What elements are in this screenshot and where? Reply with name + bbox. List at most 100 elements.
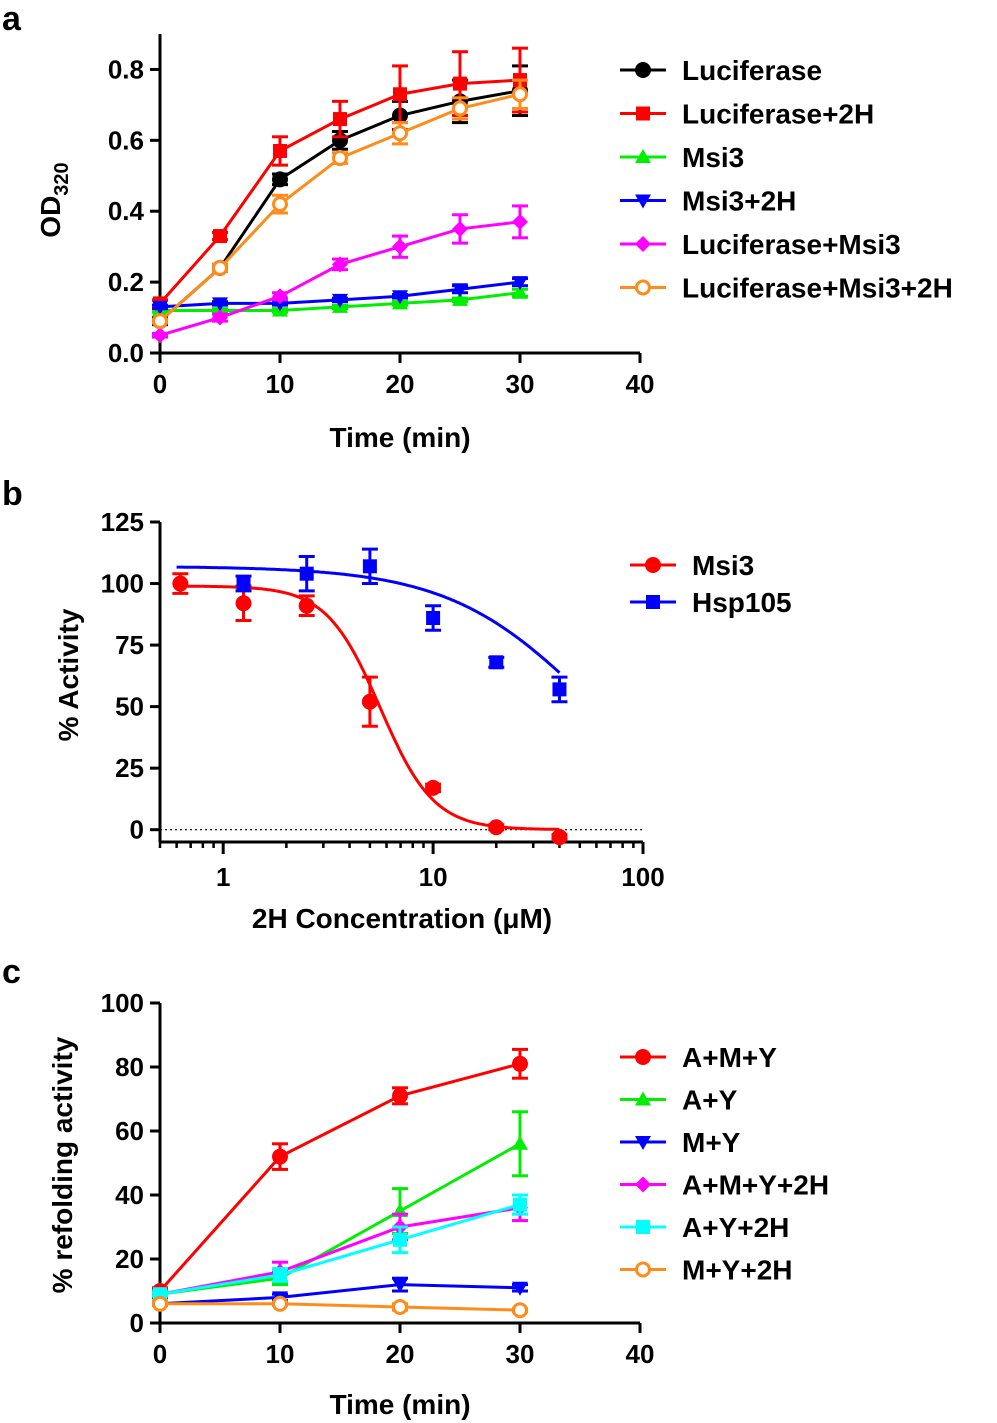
panel-b-series-hsp105-point-3 xyxy=(426,611,441,625)
panel-c-series-m-y-2h xyxy=(152,1295,528,1319)
panel-c-y-tick-label-2: 40 xyxy=(115,1180,144,1210)
panel-c-series-a-y-2h-line xyxy=(159,1203,521,1296)
panel-a-legend-label-luciferase-msi3-2h: Luciferase+Msi3+2H xyxy=(682,273,953,304)
panel-c-y-tick-label-0: 0 xyxy=(130,1308,144,1338)
panel-b-y-tick-label-5: 125 xyxy=(101,507,144,537)
panel-a-series-luciferase-2h xyxy=(152,46,528,311)
panel-a-series-luciferase-2h-point-1 xyxy=(213,229,227,244)
panel-c-legend-item-a-m-y-2h: A+M+Y+2H xyxy=(620,1170,829,1201)
panel-b-series-msi3-point-1 xyxy=(235,595,252,612)
panel-c-x-axis-title: Time (min) xyxy=(329,1389,470,1420)
panel-a-legend-item-msi3: Msi3 xyxy=(620,142,744,173)
panel-a-series-luciferase-msi3-2h-point-6 xyxy=(512,86,528,103)
panel-b-series-msi3-point-2 xyxy=(298,597,315,614)
panel-c-series-a-y-line xyxy=(159,1142,521,1296)
panel-a-legend-item-luciferase-2h: Luciferase+2H xyxy=(620,99,874,130)
panel-a-axes: 0 10 20 30 40 0.0 0.2 0.4 0.6 0.8 xyxy=(108,34,654,399)
panel-c-series-a-y-2h xyxy=(152,1193,528,1302)
panel-a-series-luciferase-msi3-point-5 xyxy=(452,220,468,237)
panel-c-y-axis-title: % refolding activity xyxy=(47,1036,78,1293)
panel-b-series-msi3 xyxy=(172,572,568,846)
panel-c-series-a-m-y-point-1 xyxy=(272,1148,288,1165)
panel-c-legend-marker-a-m-y xyxy=(635,1049,651,1065)
panel-c-series-a-m-y xyxy=(152,1047,528,1299)
panel-a-series-msi3-2h-point-5 xyxy=(452,283,468,298)
panel-c-y-tick-label-5: 100 xyxy=(101,988,144,1018)
panel-a-series-msi3-2h xyxy=(152,276,528,315)
panel-a-series-luciferase-msi3-2h-point-2 xyxy=(272,196,288,213)
panel-c-legend-label-a-m-y-2h: A+M+Y+2H xyxy=(682,1170,829,1201)
panel-a-series-msi3-point-5 xyxy=(452,291,468,306)
panel-c-legend-label-a-m-y: A+M+Y xyxy=(682,1042,777,1073)
panel-b-series-hsp105-point-5 xyxy=(552,682,567,697)
panel-a-series-luciferase-msi3-2h-point-5 xyxy=(452,100,468,117)
panel-b-y-tick-label-3: 75 xyxy=(115,630,144,660)
panel-a-legend-label-luciferase-msi3: Luciferase+Msi3 xyxy=(682,229,901,260)
panel-c-legend-marker-a-y xyxy=(635,1091,651,1106)
panel-a-series-luciferase-msi3-2h-point-3 xyxy=(332,150,348,167)
panel-c-x-tick-label-0: 0 xyxy=(153,1339,167,1369)
panel-a-y-title-sub: 320 xyxy=(51,162,73,195)
panel-b-series-hsp105-point-2 xyxy=(362,559,377,574)
panel-a-y-tick-label-2: 0.4 xyxy=(108,196,145,226)
panel-a-x-tick-label-0: 0 xyxy=(153,369,167,399)
panel-b-series-msi3-point-0 xyxy=(172,575,189,592)
panel-c-label: c xyxy=(2,953,21,991)
panel-b-series-hsp105-fit-curve xyxy=(176,565,561,674)
panel-b-series-hsp105-point-1 xyxy=(299,566,314,581)
panel-c-series-a-m-y-point-3 xyxy=(512,1055,528,1072)
panel-a-series-luciferase-msi3-point-3 xyxy=(332,256,348,273)
panel-a-x-tick-label-2: 20 xyxy=(386,369,415,399)
panel-c-series-m-y-2h-point-2 xyxy=(392,1299,408,1315)
panel-c-series-a-y-2h-point-3 xyxy=(513,1197,527,1212)
panel-c-series-a-m-y-point-2 xyxy=(392,1087,408,1104)
panel-c-series-m-y-line xyxy=(159,1283,521,1306)
panel-b-legend: Msi3 Hsp105 xyxy=(630,550,792,618)
panel-a-series-luciferase-msi3-point-2 xyxy=(272,288,288,305)
panel-a-legend-marker-luciferase-msi3 xyxy=(635,236,651,252)
panel-a-series-msi3-2h-point-3 xyxy=(332,293,348,308)
panel-a-plot xyxy=(152,46,528,344)
panel-b-legend-item-msi3: Msi3 xyxy=(630,550,754,581)
panel-b-y-tick-label-1: 25 xyxy=(115,753,144,783)
panel-a-series-luciferase-msi3-point-4 xyxy=(392,238,408,255)
panel-a-series-luciferase-point-2 xyxy=(272,171,288,188)
panel-c-series-a-m-y-line xyxy=(158,1062,521,1292)
panel-a-series-luciferase-2h-point-5 xyxy=(453,76,467,91)
panel-a-legend-item-msi3-2h: Msi3+2H xyxy=(620,186,796,217)
panel-a-x-tick-label-1: 10 xyxy=(266,369,295,399)
panel-b-legend-marker-hsp105 xyxy=(646,595,660,609)
panel-c-legend-item-a-y-2h: A+Y+2H xyxy=(620,1212,789,1243)
panel-c-y-tick-label-3: 60 xyxy=(115,1116,144,1146)
panel-b-x-axis-title: 2H Concentration (μM) xyxy=(252,903,552,934)
panel-c-series-a-y-point-3 xyxy=(512,1135,528,1150)
panel-a-series-luciferase-msi3 xyxy=(152,204,528,344)
panel-c-series-a-y xyxy=(152,1110,528,1301)
panel-b-legend-marker-msi3 xyxy=(645,557,661,573)
panel-c-series-a-y-2h-point-1 xyxy=(273,1268,287,1282)
panel-b: b 1 10 100 0 25 50 75 100 125 2H Concentration (… xyxy=(2,475,792,934)
panel-b-y-axis-title: % Activity xyxy=(53,608,84,741)
panel-a-label: a xyxy=(2,0,22,38)
panel-a-series-luciferase-2h-point-4 xyxy=(393,87,407,102)
panel-c-legend-marker-m-y-2h xyxy=(635,1261,651,1278)
panel-a-legend-marker-luciferase xyxy=(635,62,651,78)
panel-c-legend-item-a-m-y: A+M+Y xyxy=(620,1042,777,1073)
panel-a-series-luciferase-msi3-2h-point-4 xyxy=(392,125,408,142)
panel-a-series-msi3-2h-point-0 xyxy=(152,300,168,315)
panel-c-legend-marker-m-y xyxy=(635,1136,651,1150)
panel-c-plot xyxy=(152,1047,528,1319)
panel-a-series-msi3-2h-point-1 xyxy=(212,297,228,312)
panel-c-series-a-y-2h-point-2 xyxy=(393,1232,407,1247)
panel-b-plot xyxy=(172,547,568,846)
panel-c-legend-item-a-y: A+Y xyxy=(620,1085,738,1116)
panel-b-series-hsp105-point-4 xyxy=(489,655,504,670)
panel-a-y-tick-label-1: 0.2 xyxy=(108,267,144,297)
panel-a-legend-marker-msi3-2h xyxy=(635,194,651,209)
panel-c-series-m-y-point-3 xyxy=(512,1281,528,1296)
panel-a-legend-label-msi3-2h: Msi3+2H xyxy=(682,186,796,217)
panel-c-x-tick-label-4: 40 xyxy=(626,1339,655,1369)
panel-a-y-tick-label-0: 0.0 xyxy=(108,338,144,368)
panel-a-series-msi3-point-6 xyxy=(512,284,528,299)
